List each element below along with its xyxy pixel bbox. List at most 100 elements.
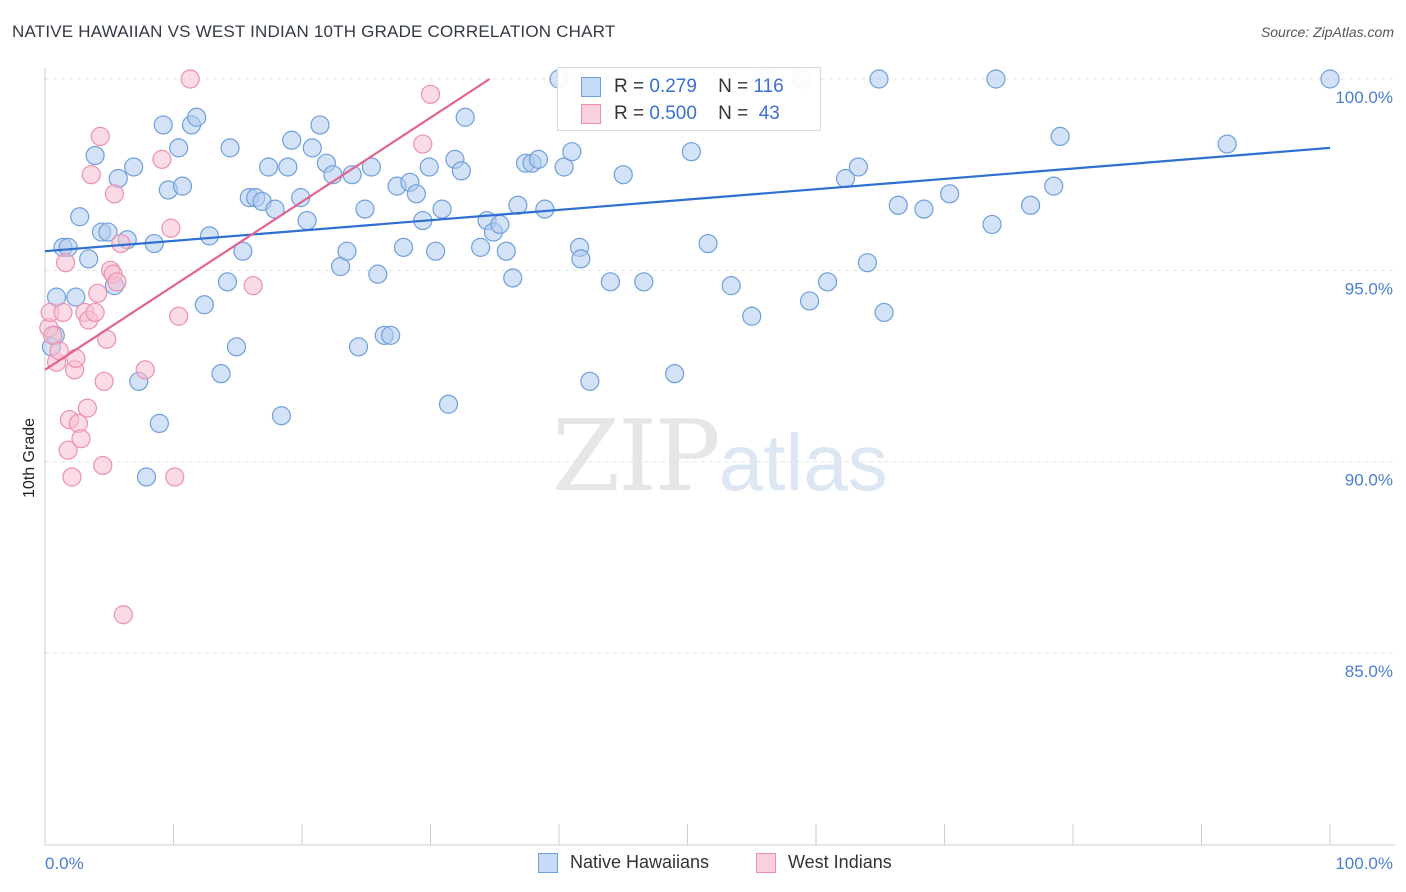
y-tick-label: 85.0% <box>1345 662 1393 681</box>
y-tick-label: 100.0% <box>1335 88 1393 107</box>
data-point <box>180 69 200 89</box>
data-point <box>161 218 181 238</box>
data-point <box>107 272 127 292</box>
legend-label: Native Hawaiians <box>570 852 710 872</box>
data-point <box>258 157 279 177</box>
watermark: ZIPatlas <box>552 400 888 514</box>
data-point <box>438 394 459 414</box>
data-point <box>528 149 549 169</box>
data-point <box>226 337 247 357</box>
data-point <box>187 107 207 127</box>
x-tick-label: 100.0% <box>1335 854 1393 873</box>
data-point <box>451 161 471 181</box>
data-point <box>282 130 302 150</box>
data-point <box>62 467 82 487</box>
data-point <box>302 138 322 158</box>
data-point <box>742 306 762 326</box>
series-native-hawaiians <box>41 69 1340 487</box>
y-tick-label: 95.0% <box>1345 279 1393 298</box>
axes <box>44 68 1395 846</box>
legend-n-value: 43 <box>758 103 780 124</box>
data-point <box>413 134 433 154</box>
axis-labels: 85.0% 90.0% 95.0% 100.0% 0.0% 100.0% 10th Grad… <box>21 88 1393 873</box>
data-point <box>600 272 621 292</box>
data-point <box>426 241 446 261</box>
data-point <box>406 184 426 204</box>
data-point <box>53 302 73 323</box>
data-point <box>496 241 516 261</box>
legend-item-west-indians[interactable]: West Indians <box>756 852 892 873</box>
data-point <box>194 295 214 315</box>
data-point <box>199 226 220 246</box>
legend-swatch-blue <box>581 77 601 97</box>
legend-n-label: N = <box>718 103 749 124</box>
data-point <box>503 268 523 288</box>
watermark-zip: ZIP <box>552 400 721 514</box>
data-point <box>1217 134 1237 154</box>
data-point <box>535 199 555 219</box>
data-point <box>297 210 317 231</box>
data-point <box>98 222 118 242</box>
legend-r-value: 0.279 <box>649 76 697 97</box>
data-point <box>90 126 110 146</box>
y-axis-label: 10th Grade <box>21 418 38 498</box>
data-point <box>613 165 633 185</box>
data-point <box>721 276 741 296</box>
data-point <box>888 195 908 215</box>
data-point <box>857 253 878 273</box>
data-point <box>217 272 238 292</box>
data-point <box>220 138 240 158</box>
data-point <box>172 176 193 196</box>
data-point <box>361 157 381 177</box>
data-point <box>310 115 330 135</box>
data-point <box>104 184 124 204</box>
data-point <box>71 429 91 449</box>
data-point <box>85 302 105 323</box>
legend-item-native-hawaiians[interactable]: Native Hawaiians <box>538 852 709 873</box>
legend-swatch-blue <box>538 852 558 873</box>
data-point <box>940 184 960 204</box>
data-point <box>874 302 894 323</box>
data-point <box>88 283 108 303</box>
data-point <box>914 199 934 219</box>
data-point <box>149 413 169 433</box>
x-tick-label: 0.0% <box>45 854 84 873</box>
chart-title: NATIVE HAWAIIAN VS WEST INDIAN 10TH GRAD… <box>12 22 616 41</box>
data-point <box>135 360 155 380</box>
data-point <box>393 237 414 257</box>
data-point <box>243 276 263 296</box>
data-point <box>355 199 375 219</box>
watermark-atlas: atlas <box>718 418 888 507</box>
data-point <box>85 145 105 166</box>
data-point <box>55 253 76 273</box>
data-point <box>665 364 685 384</box>
data-point <box>381 325 401 345</box>
legend-r-label: R = <box>614 103 645 124</box>
data-point <box>233 241 253 261</box>
data-point <box>420 84 441 104</box>
data-point <box>211 364 231 384</box>
data-point <box>66 348 86 368</box>
data-point <box>986 69 1006 89</box>
data-point <box>471 237 491 257</box>
data-point <box>58 440 78 460</box>
data-point <box>70 207 90 227</box>
data-point <box>571 249 591 269</box>
legend-r-label: R = <box>614 76 645 97</box>
data-point <box>982 214 1002 235</box>
data-point <box>77 398 98 418</box>
legend-swatch-pink <box>756 852 776 873</box>
data-point <box>817 272 838 292</box>
legend-n-label: N = <box>718 76 749 97</box>
data-point <box>580 371 600 391</box>
data-point <box>432 199 452 219</box>
data-point <box>681 142 701 162</box>
data-point <box>698 233 718 254</box>
data-point <box>848 157 869 177</box>
legend-label: West Indians <box>788 852 892 872</box>
series-west-indians <box>39 69 441 625</box>
data-point <box>81 165 101 185</box>
legend-swatch-pink <box>581 104 601 124</box>
data-point <box>113 605 133 625</box>
